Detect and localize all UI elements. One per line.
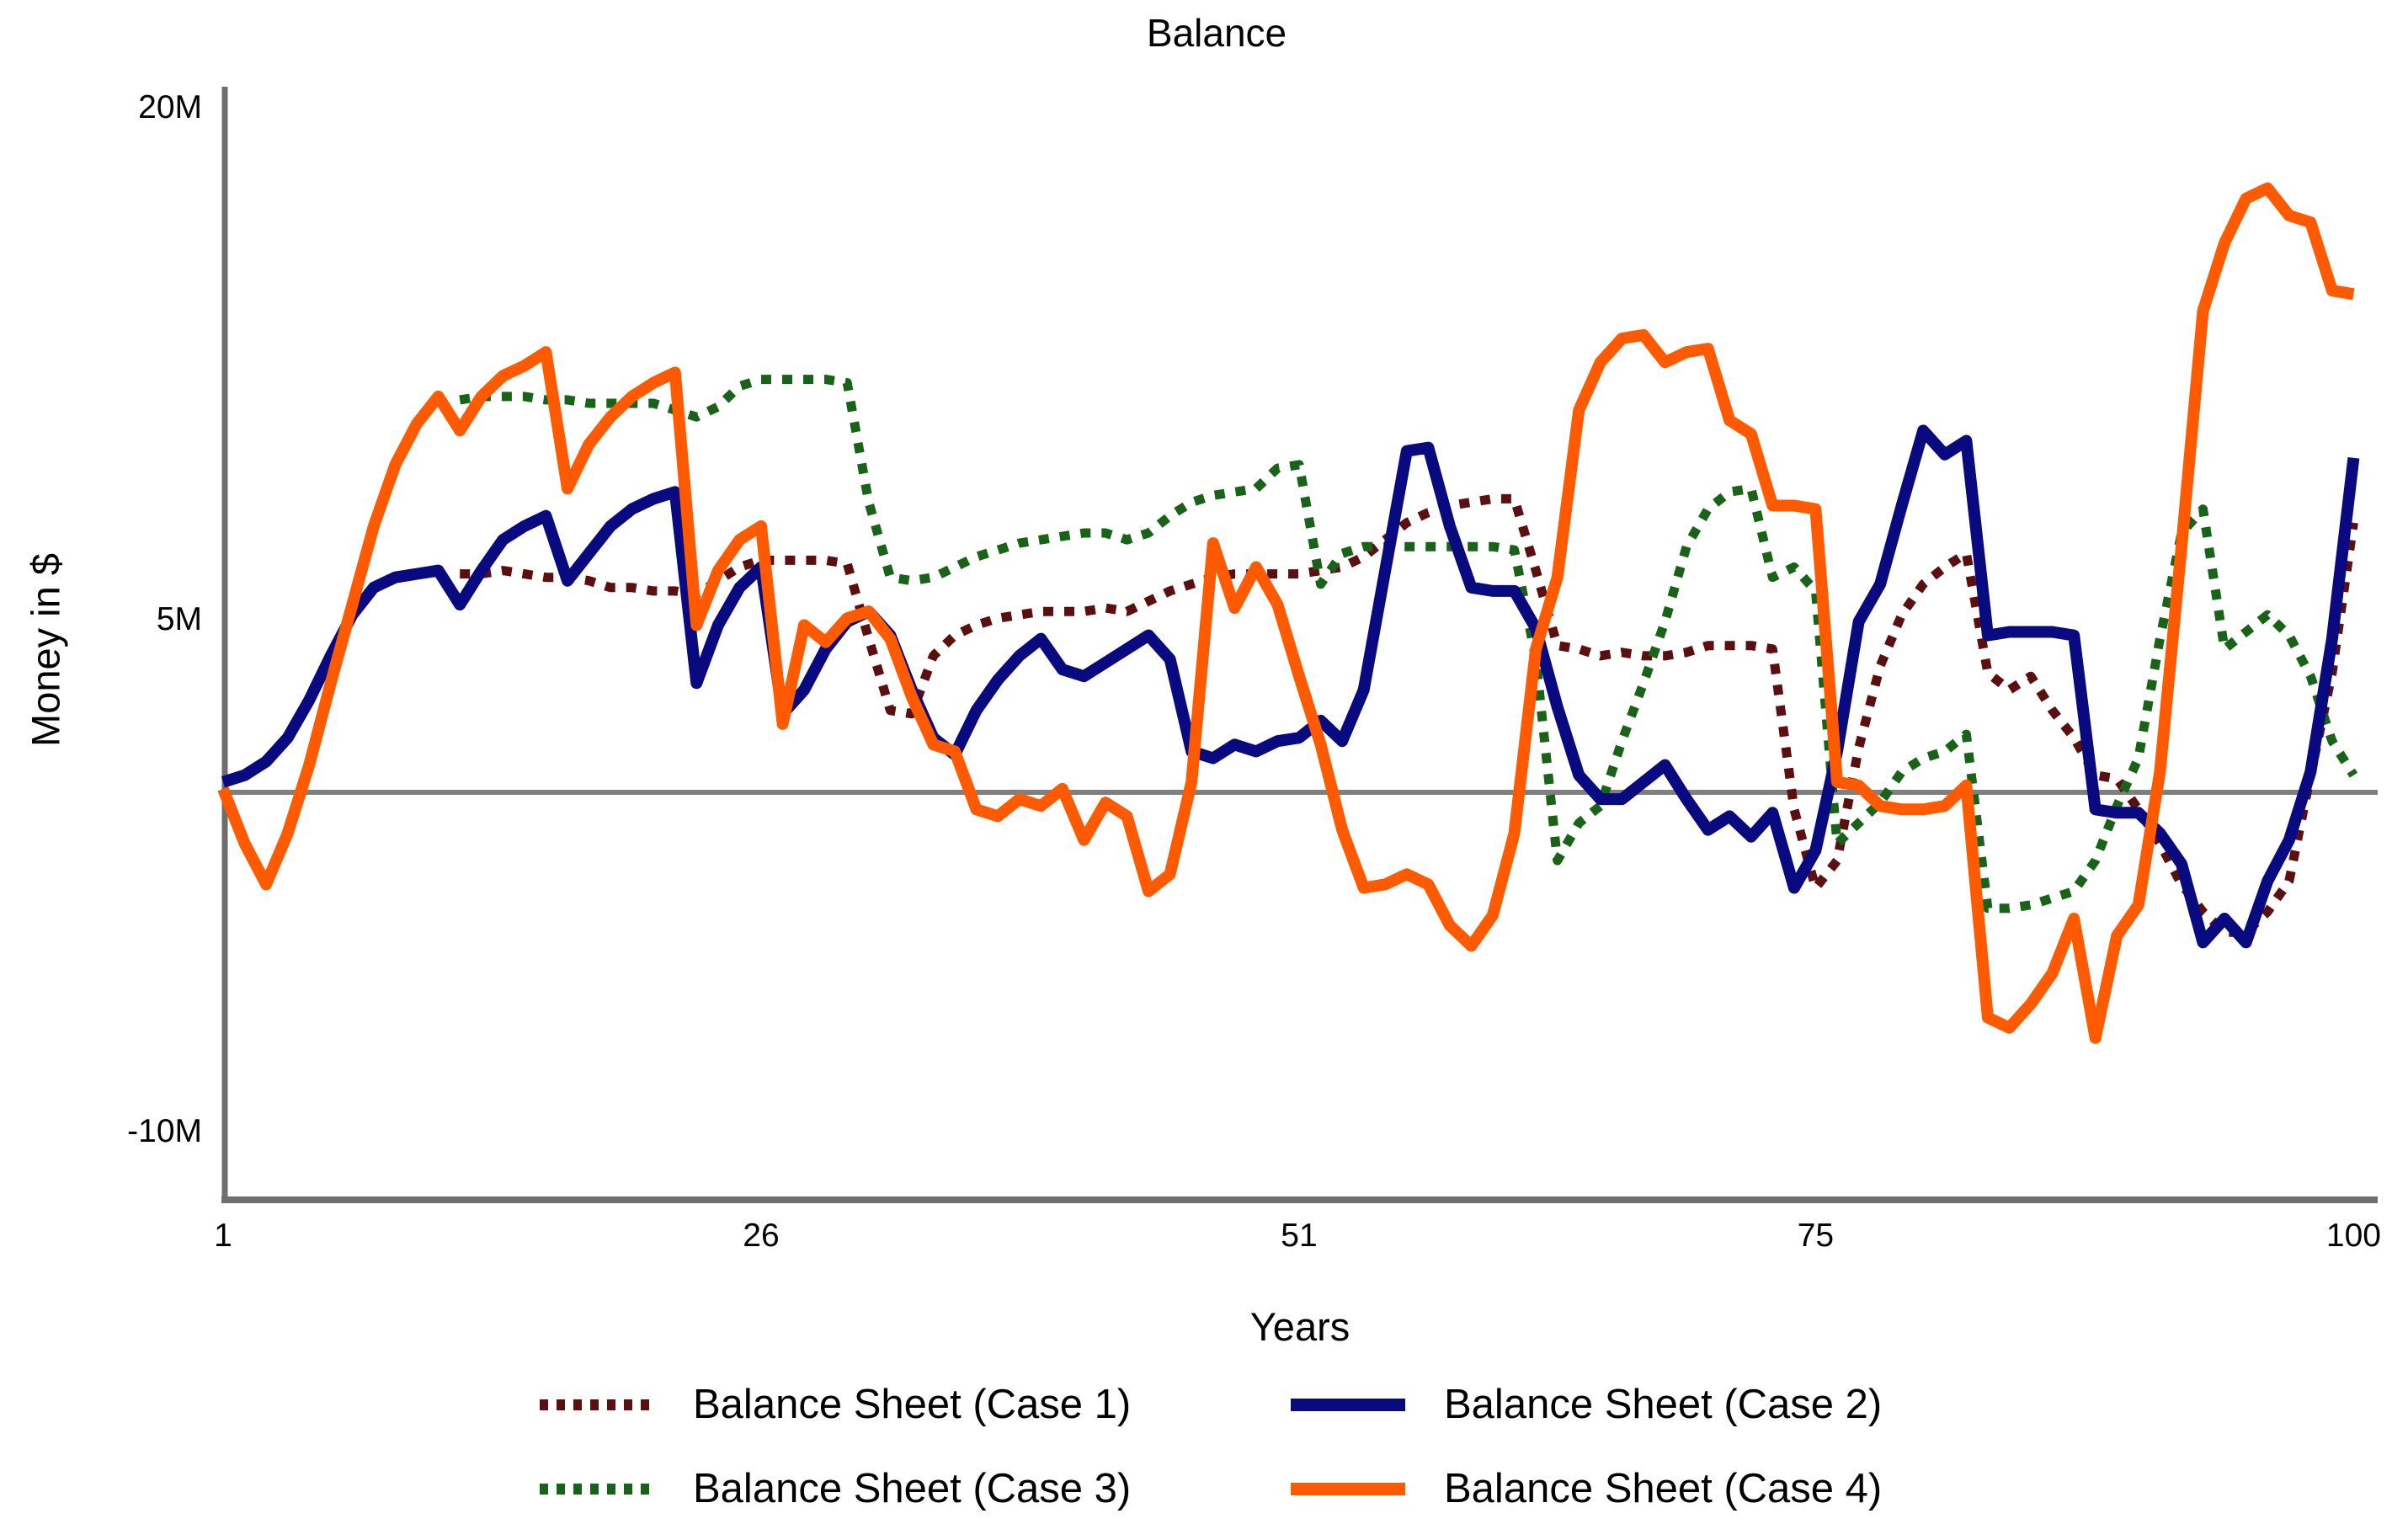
- series-line-4: [217, 182, 2355, 1044]
- y-tick-label--10M: -10M: [127, 1113, 202, 1150]
- series-line-2: [221, 424, 2360, 949]
- x-tick-label-100: 100: [2325, 1218, 2381, 1254]
- x-tick-label-26: 26: [743, 1218, 780, 1254]
- y-tick-label-20M: 20M: [138, 89, 202, 126]
- series-line-1: [460, 493, 2358, 937]
- x-tick-label-1: 1: [214, 1218, 232, 1254]
- series-line-3: [459, 375, 2358, 914]
- y-tick-label-5M: 5M: [156, 601, 202, 638]
- x-axis-title: Years: [1249, 1304, 1351, 1349]
- x-tick-label-51: 51: [1281, 1218, 1318, 1254]
- y-axis-title: Money in $: [23, 553, 68, 747]
- x-tick-label-75: 75: [1797, 1218, 1835, 1254]
- chart-title: Balance: [1146, 11, 1287, 55]
